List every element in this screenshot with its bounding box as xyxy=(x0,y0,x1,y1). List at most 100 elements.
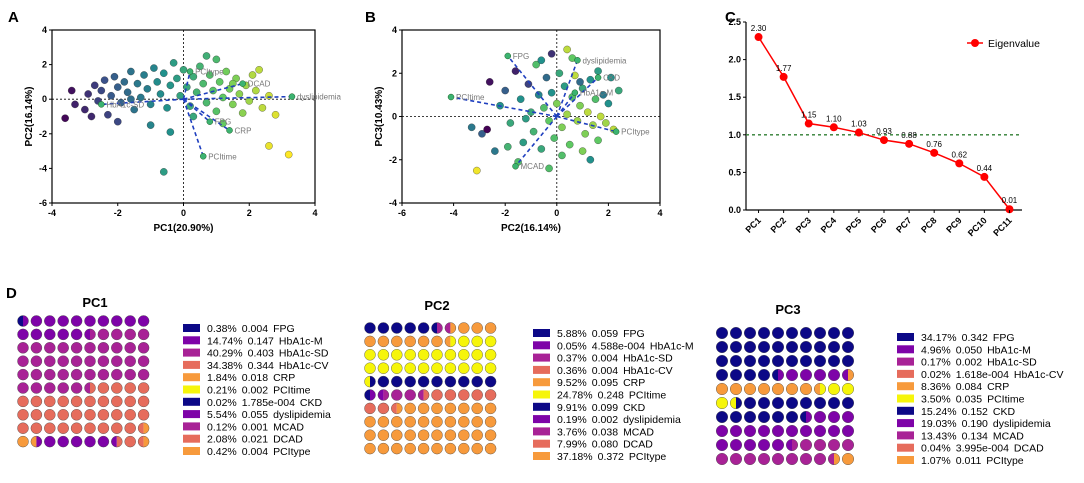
legend-swatch xyxy=(533,439,550,448)
x-tick-label: 4 xyxy=(657,208,662,218)
legend-pct: 0.36% xyxy=(557,365,587,377)
waffle-dot xyxy=(30,355,43,367)
waffle-dot xyxy=(137,382,150,394)
x-tick-label: PC4 xyxy=(819,215,838,234)
waffle-dot-half xyxy=(90,328,96,340)
legend-label: Eigenvalue xyxy=(988,38,1040,50)
waffle-dot xyxy=(444,442,457,455)
waffle-dot xyxy=(786,369,799,382)
data-point xyxy=(547,50,556,58)
waffle-dot xyxy=(17,382,29,394)
loading-label: PCItime xyxy=(208,152,237,161)
waffle-dot-outline xyxy=(786,439,799,452)
data-point xyxy=(553,99,561,108)
legend-pct: 14.74% xyxy=(207,335,243,347)
x-tick-label: PC7 xyxy=(894,215,913,234)
legend-value: 1.618e-004 xyxy=(956,369,1009,381)
waffle-dot xyxy=(471,349,483,361)
legend-entry: 15.24% 0.152 CKD xyxy=(921,406,1015,418)
legend-entry: 3.50% 0.035 PCItime xyxy=(921,394,1025,406)
legend-pct: 5.54% xyxy=(207,409,237,421)
legend-swatch xyxy=(897,456,914,464)
legend-name: HbA1c-SD xyxy=(987,357,1037,369)
waffle-dot-outline xyxy=(84,328,96,341)
waffle-dot xyxy=(377,375,390,388)
legend-name: CKD xyxy=(300,397,323,409)
waffle-dot xyxy=(471,362,483,374)
legend-swatch xyxy=(533,390,550,399)
loading-label: HbA1c-SD xyxy=(106,100,144,109)
waffle-dot xyxy=(744,341,757,354)
eigenvalue-label: 0.93 xyxy=(876,127,892,136)
legend-entry: 9.91% 0.099 CKD xyxy=(557,402,646,414)
waffle-dot-half xyxy=(23,315,29,327)
waffle-dot xyxy=(758,383,771,396)
legend-entry: 3.76% 0.038 MCAD xyxy=(557,426,654,438)
waffle-dot xyxy=(70,382,83,394)
data-point xyxy=(219,93,227,102)
waffle-dot-half xyxy=(842,369,848,381)
waffle-dot-half xyxy=(814,383,820,395)
loading-vector xyxy=(182,98,204,157)
legend-entry: 1.07% 0.011 PCItype xyxy=(921,455,1024,467)
waffle-dot xyxy=(730,355,743,368)
waffle-dot xyxy=(458,362,470,374)
data-point xyxy=(271,111,280,119)
legend-swatch xyxy=(533,329,550,337)
loading-label: dyslipidemia xyxy=(297,93,342,102)
waffle-dot xyxy=(842,327,855,340)
legend-name: HbA1c-CV xyxy=(1014,369,1064,381)
waffle-dot xyxy=(404,375,416,388)
data-point xyxy=(563,45,571,54)
data-point xyxy=(150,64,158,72)
waffle-dot xyxy=(444,429,457,441)
waffle-dot xyxy=(17,435,29,448)
legend-entry: 0.12% 0.001 MCAD xyxy=(207,421,304,433)
data-point xyxy=(563,110,571,119)
legend-name: DCAD xyxy=(623,439,653,451)
waffle-dot xyxy=(57,315,69,327)
legend-entry: 0.42% 0.004 PCItype xyxy=(207,446,311,458)
waffle-dot xyxy=(97,342,110,354)
biplot-b: -6 -4 -2 0 2 4-4-2024PC2(16.14%)PC3(10.43%)FP… xyxy=(374,25,663,234)
y-tick-label: 1.5 xyxy=(728,92,741,102)
waffle-dot xyxy=(458,322,470,334)
waffle-dot-half xyxy=(84,328,90,340)
data-point xyxy=(130,105,138,114)
legend-swatch xyxy=(897,357,914,366)
data-point xyxy=(179,66,188,74)
loading-label: HbA1c-M xyxy=(580,89,614,98)
legend-swatch xyxy=(533,415,550,424)
waffle-dot xyxy=(44,382,56,394)
waffle-dot xyxy=(800,425,813,438)
data-point xyxy=(519,138,528,147)
data-point xyxy=(176,91,184,100)
legend-name: PCItime xyxy=(273,385,311,397)
data-point xyxy=(90,81,99,90)
waffle-dot xyxy=(484,349,497,361)
x-tick-label: PC9 xyxy=(944,215,963,234)
legend-pct: 0.04% xyxy=(921,443,951,455)
waffle-dot xyxy=(444,362,457,374)
waffle-dot-half xyxy=(30,436,37,448)
waffle-dot xyxy=(484,375,497,388)
waffle-dot xyxy=(377,442,390,455)
x-tick-label: PC8 xyxy=(919,215,938,234)
waffle-dot-half xyxy=(84,382,90,394)
waffle-dot xyxy=(814,439,827,452)
waffle-dot xyxy=(97,355,110,367)
x-tick-label: 4 xyxy=(312,208,317,218)
legend-name: PCItype xyxy=(629,451,667,463)
waffle-dot xyxy=(17,409,29,421)
waffle-dot xyxy=(17,395,29,408)
waffle-dot xyxy=(417,375,430,388)
waffle-dot xyxy=(30,409,43,421)
data-point xyxy=(596,112,605,121)
legend-value: 0.021 xyxy=(242,434,268,446)
loading-vector xyxy=(450,96,557,118)
legend-swatch xyxy=(897,419,914,428)
legend-pct: 1.84% xyxy=(207,372,237,384)
waffle-dot xyxy=(484,402,497,415)
x-tick-label: 2 xyxy=(606,208,611,218)
